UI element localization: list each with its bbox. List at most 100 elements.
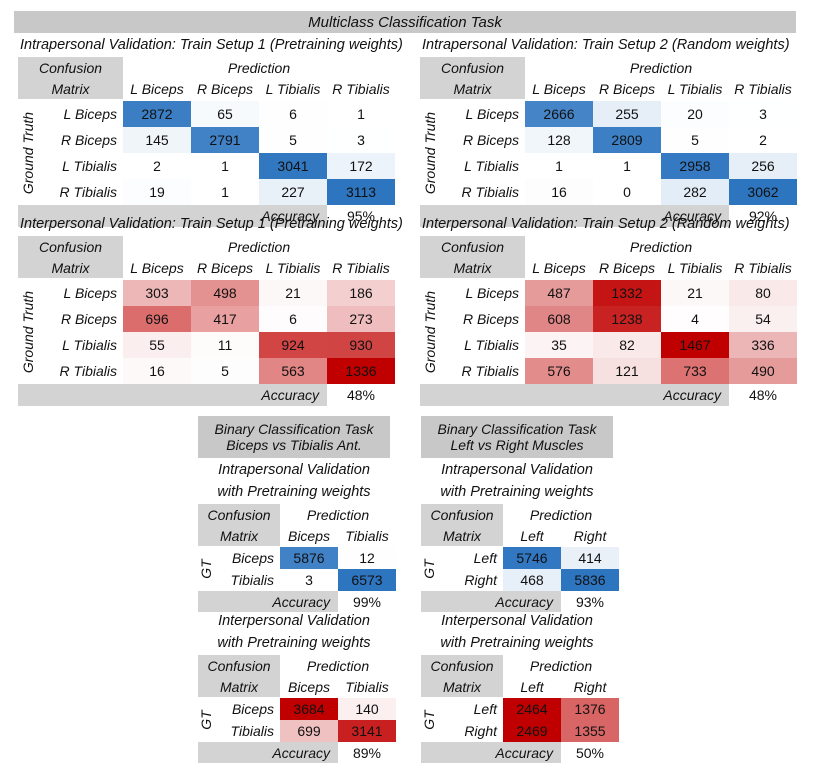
matrix-cell: 12 <box>338 547 396 569</box>
accuracy-label: Accuracy <box>420 384 729 406</box>
binary-caption-sub: with Pretraining weights <box>440 635 594 651</box>
matrix-cell: 6 <box>259 306 327 332</box>
prediction-label: Prediction <box>306 657 370 674</box>
accuracy-label: Accuracy <box>421 591 561 612</box>
matrix-cell: 3062 <box>729 179 797 205</box>
accuracy-value: 99% <box>352 593 382 610</box>
matrix-cell: 3141 <box>338 720 396 742</box>
matrix-cell: 3113 <box>327 179 395 205</box>
row-header: Left <box>473 550 497 566</box>
matrix-label: Matrix <box>18 257 123 278</box>
accuracy-value: 92% <box>748 208 778 224</box>
matrix-cell: 140 <box>338 698 396 720</box>
row-header: Right <box>464 572 497 588</box>
binary-caption-sub: with Pretraining weights <box>217 484 371 500</box>
matrix-cell: 498 <box>191 280 259 306</box>
row-header: R Biceps <box>60 311 117 327</box>
matrix-cell: 417 <box>191 306 259 332</box>
matrix-cell: 121 <box>593 358 661 384</box>
accuracy-label: Accuracy <box>421 742 561 763</box>
matrix-cell: 1238 <box>593 306 661 332</box>
matrix-cell: 145 <box>123 127 191 153</box>
column-header: Left <box>520 527 544 544</box>
matrix-cell: 255 <box>593 101 661 127</box>
prediction-label: Prediction <box>629 238 693 255</box>
matrix-cell: 576 <box>525 358 593 384</box>
accuracy-value: 95% <box>346 208 376 224</box>
column-header: R Tibialis <box>332 259 390 276</box>
matrix-cell: 414 <box>561 547 619 569</box>
matrix-cell: 5 <box>191 358 259 384</box>
matrix-cell: 54 <box>729 306 797 332</box>
matrix-cell: 1 <box>327 101 395 127</box>
accuracy-value: 89% <box>352 744 382 761</box>
matrix-cell: 1 <box>525 153 593 179</box>
binary-task-header: Binary Classification Task Biceps vs Tibi… <box>198 416 390 458</box>
column-header: L Biceps <box>130 259 184 276</box>
matrix-cell: 3684 <box>280 698 338 720</box>
confusion-label: Confusion <box>18 57 123 78</box>
binary-task-header: Binary Classification Task Left vs Right … <box>421 416 613 458</box>
gt-label: GT <box>198 710 214 730</box>
matrix-cell: 16 <box>525 179 593 205</box>
row-header: R Biceps <box>462 311 519 327</box>
matrix-cell: 699 <box>280 720 338 742</box>
confusion-label: Confusion <box>198 655 280 676</box>
row-header: Right <box>464 723 497 739</box>
ground-truth-label: Ground Truth <box>20 111 36 195</box>
binary-caption: Intrapersonal Validation <box>218 462 370 478</box>
matrix-cell: 5 <box>259 127 327 153</box>
column-header: R Biceps <box>598 259 656 276</box>
matrix-cell: 1 <box>191 153 259 179</box>
matrix-cell: 2666 <box>525 101 593 127</box>
main-title: Multiclass Classification Task <box>14 11 796 33</box>
row-header: Biceps <box>231 550 274 566</box>
binary-task-subtitle: Left vs Right Muscles <box>450 437 584 453</box>
column-header: R Biceps <box>598 80 656 97</box>
matrix-cell: 21 <box>259 280 327 306</box>
matrix-label: Matrix <box>421 676 503 697</box>
matrix-caption: Interpersonal Validation: Train Setup 1 … <box>20 216 403 232</box>
matrix-cell: 2469 <box>503 720 561 742</box>
row-header: R Tibialis <box>59 363 117 379</box>
matrix-cell: 696 <box>123 306 191 332</box>
accuracy-label: Accuracy <box>18 384 327 406</box>
matrix-label: Matrix <box>198 525 280 546</box>
row-header: L Tibialis <box>62 337 117 353</box>
column-header: L Tibialis <box>265 259 321 276</box>
matrix-cell: 3 <box>327 127 395 153</box>
column-header: Right <box>573 527 607 544</box>
matrix-cell: 5 <box>661 127 729 153</box>
column-header: L Tibialis <box>265 80 321 97</box>
column-header: R Tibialis <box>332 80 390 97</box>
matrix-cell: 2 <box>729 127 797 153</box>
binary-task-title: Binary Classification Task <box>214 421 374 437</box>
binary-task-title: Binary Classification Task <box>437 421 597 437</box>
accuracy-label: Accuracy <box>198 742 338 763</box>
matrix-cell: 1 <box>593 153 661 179</box>
confusion-label: Confusion <box>420 57 525 78</box>
gt-label: GT <box>421 559 437 579</box>
matrix-cell: 487 <box>525 280 593 306</box>
column-header: R Biceps <box>196 259 254 276</box>
matrix-cell: 3 <box>280 569 338 591</box>
binary-caption-sub: with Pretraining weights <box>440 484 594 500</box>
confusion-label: Confusion <box>198 504 280 525</box>
main-title-text: Multiclass Classification Task <box>308 13 502 31</box>
matrix-cell: 2872 <box>123 101 191 127</box>
matrix-cell: 256 <box>729 153 797 179</box>
matrix-cell: 1336 <box>327 358 395 384</box>
column-header: L Biceps <box>532 80 586 97</box>
matrix-cell: 186 <box>327 280 395 306</box>
matrix-cell: 336 <box>729 332 797 358</box>
matrix-cell: 303 <box>123 280 191 306</box>
matrix-cell: 6 <box>259 101 327 127</box>
matrix-cell: 1 <box>191 179 259 205</box>
prediction-label: Prediction <box>629 59 693 76</box>
matrix-cell: 563 <box>259 358 327 384</box>
matrix-cell: 924 <box>259 332 327 358</box>
prediction-label: Prediction <box>227 238 291 255</box>
matrix-cell: 65 <box>191 101 259 127</box>
matrix-cell: 227 <box>259 179 327 205</box>
row-header: L Biceps <box>63 285 117 301</box>
